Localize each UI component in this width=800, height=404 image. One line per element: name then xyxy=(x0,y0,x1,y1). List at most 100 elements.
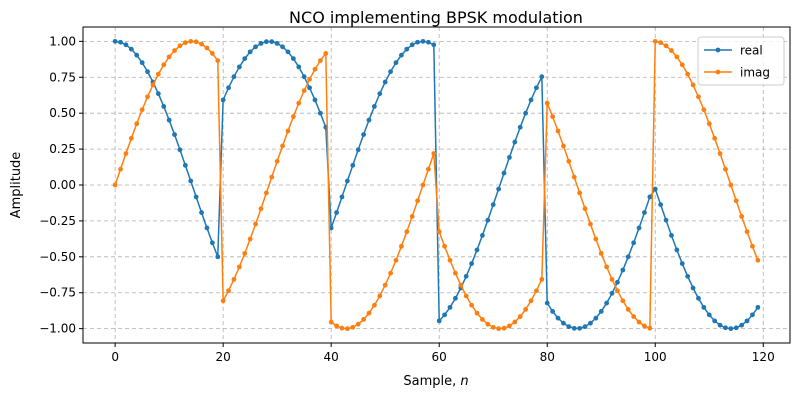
y-tick-label: 0.25 xyxy=(49,142,76,156)
data-point-real xyxy=(393,60,399,66)
data-point-real xyxy=(615,279,620,285)
data-point-imag xyxy=(317,58,323,64)
data-point-real xyxy=(588,320,593,326)
data-point-real xyxy=(528,97,534,103)
data-point-real xyxy=(469,261,475,266)
data-point-real xyxy=(139,60,145,66)
data-point-imag xyxy=(501,325,507,331)
y-tick-label: −0.25 xyxy=(39,214,76,228)
data-point-real xyxy=(647,194,653,200)
data-point-imag xyxy=(134,121,140,127)
data-point-real xyxy=(263,39,269,45)
data-point-real xyxy=(561,320,566,326)
data-point-imag xyxy=(679,62,685,68)
data-point-imag xyxy=(723,166,728,172)
data-point-imag xyxy=(701,107,707,113)
data-point-imag xyxy=(344,326,350,332)
legend-label: real xyxy=(740,44,763,58)
data-point-real xyxy=(755,304,761,310)
data-point-real xyxy=(463,273,469,279)
data-point-real xyxy=(404,46,410,52)
data-point-imag xyxy=(209,51,215,56)
data-point-real xyxy=(577,325,583,331)
data-point-imag xyxy=(571,174,577,180)
data-point-imag xyxy=(377,293,383,299)
data-point-real xyxy=(409,42,415,48)
data-point-real xyxy=(696,295,701,301)
data-point-imag xyxy=(561,143,566,149)
data-point-imag xyxy=(193,39,199,45)
data-point-imag xyxy=(393,257,399,263)
data-point-real xyxy=(209,240,215,246)
data-point-real xyxy=(166,117,172,123)
data-point-real xyxy=(642,210,647,215)
data-point-imag xyxy=(301,88,307,94)
legend-item-imag: imag xyxy=(704,66,770,80)
data-point-imag xyxy=(490,324,496,330)
data-point-imag xyxy=(447,257,453,263)
data-point-imag xyxy=(139,107,145,113)
data-point-real xyxy=(750,312,755,318)
data-point-imag xyxy=(274,158,280,164)
data-point-imag xyxy=(312,66,318,72)
data-point-imag xyxy=(512,319,518,325)
data-point-imag xyxy=(253,221,258,227)
data-point-imag xyxy=(642,323,647,329)
data-point-real xyxy=(128,46,134,52)
data-point-imag xyxy=(350,324,356,330)
data-point-imag xyxy=(425,166,431,172)
data-point-real xyxy=(582,324,588,330)
data-point-imag xyxy=(431,151,437,156)
data-point-real xyxy=(534,85,539,91)
data-point-real xyxy=(593,315,599,321)
data-point-real xyxy=(706,312,712,318)
data-point-real xyxy=(431,42,437,48)
data-point-imag xyxy=(577,190,583,196)
data-point-imag xyxy=(480,317,485,322)
data-point-real xyxy=(112,38,118,44)
data-point-imag xyxy=(323,51,329,56)
data-point-real xyxy=(134,52,140,58)
data-point-imag xyxy=(712,135,718,141)
data-point-real xyxy=(550,309,556,314)
legend-marker xyxy=(715,47,721,53)
data-point-real xyxy=(204,225,210,231)
data-point-imag xyxy=(355,321,361,327)
data-point-real xyxy=(539,74,545,80)
y-tick-label: 1.00 xyxy=(49,34,76,48)
data-point-real xyxy=(728,326,734,332)
data-point-imag xyxy=(371,302,377,308)
y-tick-label: −0.75 xyxy=(39,286,76,300)
data-point-imag xyxy=(442,243,448,249)
data-point-imag xyxy=(177,43,183,49)
data-point-imag xyxy=(123,151,129,156)
data-point-real xyxy=(334,210,339,215)
data-point-imag xyxy=(145,94,150,100)
data-point-imag xyxy=(555,128,561,134)
data-point-real xyxy=(269,39,275,45)
data-point-real xyxy=(371,104,377,109)
data-point-real xyxy=(733,325,739,331)
data-point-real xyxy=(388,69,393,75)
data-point-imag xyxy=(398,243,404,249)
data-point-real xyxy=(193,194,199,200)
data-point-imag xyxy=(755,257,761,263)
data-point-imag xyxy=(636,319,642,325)
y-axis-label: Amplitude xyxy=(9,152,24,219)
data-point-real xyxy=(652,186,658,192)
data-point-real xyxy=(490,202,496,208)
series-imag xyxy=(112,38,761,332)
data-point-imag xyxy=(409,214,415,219)
data-point-imag xyxy=(534,288,539,294)
data-point-imag xyxy=(528,298,534,304)
data-point-real xyxy=(382,79,388,85)
data-point-imag xyxy=(366,310,372,316)
data-point-imag xyxy=(690,82,696,88)
data-point-real xyxy=(377,91,383,97)
data-point-real xyxy=(274,40,280,46)
data-point-imag xyxy=(544,100,550,106)
data-point-real xyxy=(485,217,491,223)
data-point-real xyxy=(480,233,485,238)
data-point-imag xyxy=(166,54,172,60)
data-point-real xyxy=(398,52,404,58)
